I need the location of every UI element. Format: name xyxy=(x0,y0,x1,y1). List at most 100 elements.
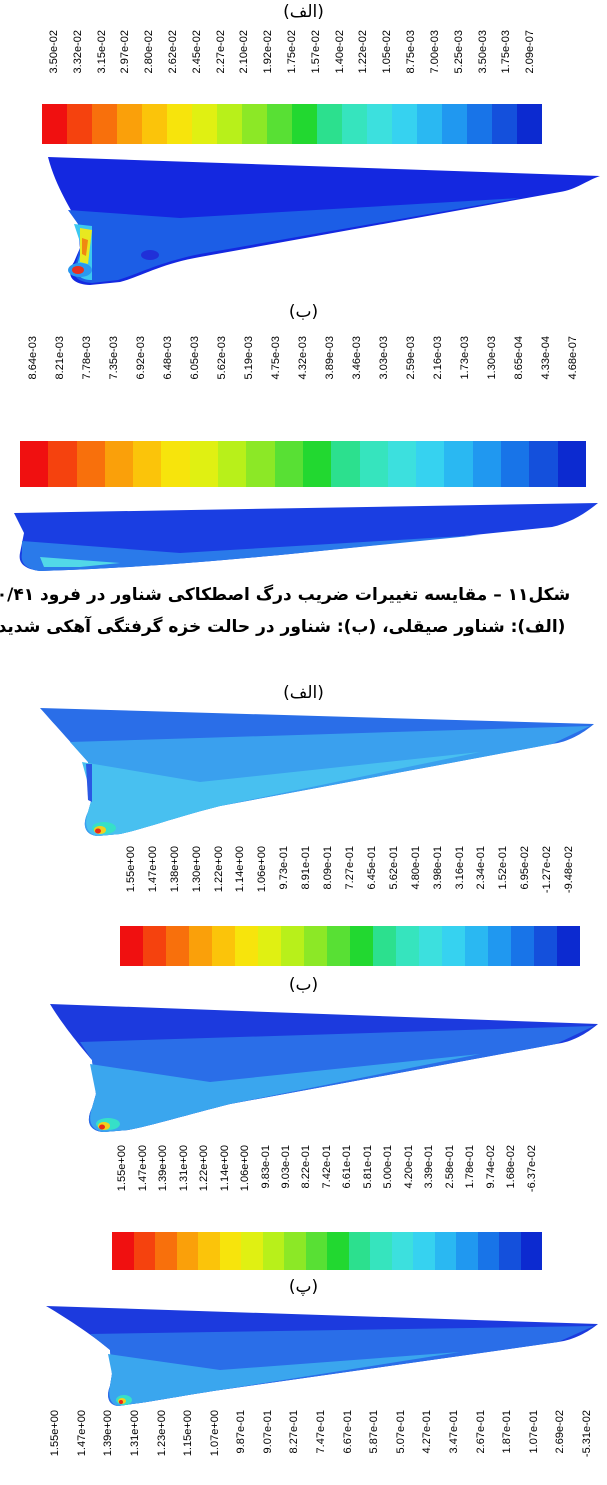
colorbar-swatch xyxy=(189,441,219,487)
colorbar-swatch xyxy=(192,104,217,144)
legend-tick-label: 1.75e-03 xyxy=(494,30,518,94)
tick-text: 5.07e-01 xyxy=(394,1410,407,1454)
colorbar-swatch xyxy=(413,1232,435,1270)
legend-tick-label: 8.91e-01 xyxy=(295,846,317,928)
label-fig-a-alef: (الف) xyxy=(283,2,324,22)
legend-tick-label: 4.80e-01 xyxy=(405,846,427,928)
tick-text: 4.80e-01 xyxy=(409,846,422,890)
legend-tick-label: 6.48e-03 xyxy=(155,336,182,400)
colorbar-swatch xyxy=(419,926,442,966)
tick-text: 3.16e-01 xyxy=(453,846,466,890)
colorbar-swatch xyxy=(467,104,492,144)
tick-text: 1.39e+00 xyxy=(157,1145,170,1192)
colorbar-swatch xyxy=(456,1232,478,1270)
tick-text: 9.74e-02 xyxy=(484,1145,497,1189)
tick-text: -5.31e-02 xyxy=(580,1410,593,1458)
legend-tick-label: 1.55e+00 xyxy=(42,1410,69,1482)
colorbar-swatch xyxy=(142,104,167,144)
legend-tick-label: 3.16e-01 xyxy=(449,846,471,928)
tick-text: 8.21e-03 xyxy=(54,336,67,380)
colorbar-swatch xyxy=(104,441,134,487)
colorbar-swatch xyxy=(42,104,67,144)
legend-tick-label: 3.15e-02 xyxy=(90,30,114,94)
tick-text: 1.57e-02 xyxy=(309,30,322,74)
legend-tick-label: 1.06e+00 xyxy=(251,846,273,928)
legend-tick-label: 1.39e+00 xyxy=(153,1145,173,1227)
colorbar-swatch xyxy=(302,441,332,487)
tick-text: 8.91e-01 xyxy=(300,846,313,890)
legend-tick-label: 1.78e-01 xyxy=(460,1145,480,1227)
legend-tick-label: 9.73e-01 xyxy=(273,846,295,928)
legend-tick-label: 9.83e-01 xyxy=(255,1145,275,1227)
colorbar-swatch xyxy=(258,926,281,966)
legend-tick-label: 5.62e-01 xyxy=(383,846,405,928)
tick-text: 1.55e+00 xyxy=(124,846,137,893)
colorbar-swatch xyxy=(501,441,530,487)
legend-tick-label: 7.47e-01 xyxy=(308,1410,335,1482)
legend-tick-label: 5.25e-03 xyxy=(447,30,471,94)
legend-tick-label: 1.68e-02 xyxy=(501,1145,521,1227)
legend-tick-label: 6.92e-03 xyxy=(128,336,155,400)
tick-text: 1.07e-01 xyxy=(527,1410,540,1454)
tick-text: 1.22e+00 xyxy=(198,1145,211,1192)
tick-text: 1.75e-02 xyxy=(286,30,299,74)
colorbar-swatch xyxy=(92,104,117,144)
colorbar-swatch xyxy=(557,926,580,966)
tick-text: 2.67e-01 xyxy=(474,1410,487,1454)
legend-tick-label: 2.34e-01 xyxy=(471,846,493,928)
legend-tick-label: 1.47e+00 xyxy=(142,846,164,928)
figure-caption-line2: (الف): شناور صیقلی، (ب): شناور در حالت خ… xyxy=(0,617,566,637)
colorbar-swatch xyxy=(176,1232,198,1270)
tick-text: 7.42e-01 xyxy=(320,1145,333,1189)
legend-tick-label: 2.10e-02 xyxy=(233,30,257,94)
legend-tick-label: 1.14e+00 xyxy=(214,1145,234,1227)
tick-text: 8.64e-03 xyxy=(27,336,40,380)
colorbar-swatch xyxy=(534,926,557,966)
colorbar-swatch xyxy=(198,1232,220,1270)
tick-text: 1.31e+00 xyxy=(177,1145,190,1192)
legend-tick-label: 8.27e-01 xyxy=(281,1410,308,1482)
legend-tick-label: 1.14e+00 xyxy=(230,846,252,928)
legend-tick-label: 6.61e-01 xyxy=(337,1145,357,1227)
legend-tick-label: 1.47e+00 xyxy=(69,1410,96,1482)
colorbar-swatch xyxy=(492,104,517,144)
tick-text: 2.27e-02 xyxy=(214,30,227,74)
legend-tick-label: 7.35e-03 xyxy=(101,336,128,400)
label-fig-a-be: (ب) xyxy=(288,302,319,322)
legend-tick-label: -5.31e-02 xyxy=(574,1410,601,1482)
tick-text: 5.81e-01 xyxy=(361,1145,374,1189)
hull-contour-a1 xyxy=(48,157,600,285)
legend-tick-label: 6.05e-03 xyxy=(182,336,209,400)
legend-tick-label: 4.68e-07 xyxy=(559,336,586,400)
legend-tick-label: 3.03e-03 xyxy=(370,336,397,400)
legend-tick-label: 1.57e-02 xyxy=(304,30,328,94)
colorbar-swatch xyxy=(155,1232,177,1270)
tick-text: 3.98e-01 xyxy=(431,846,444,890)
tick-text: 9.07e-01 xyxy=(261,1410,274,1454)
legend-ticks-a1: 3.50e-02 3.32e-02 3.15e-02 2.97e-02 2.80e-02… xyxy=(42,30,542,94)
colorbar-swatch xyxy=(20,441,49,487)
colorbar-swatch xyxy=(281,926,304,966)
legend-tick-label: 2.45e-02 xyxy=(185,30,209,94)
colorbar-swatch xyxy=(477,1232,499,1270)
colorbar-a1 xyxy=(42,104,542,144)
tick-text: 6.05e-03 xyxy=(189,336,202,380)
tick-text: 1.47e+00 xyxy=(75,1410,88,1457)
figure-caption-line1: شکل۱۱ – مقایسه تغییرات ضریب درگ اصطکاکی … xyxy=(0,585,571,605)
legend-tick-label: 1.31e+00 xyxy=(173,1145,193,1227)
colorbar-swatch xyxy=(241,1232,263,1270)
tick-text: 1.55e+00 xyxy=(49,1410,62,1457)
colorbar-swatch xyxy=(112,1232,134,1270)
colorbar-swatch xyxy=(292,104,317,144)
tick-text: 1.06e+00 xyxy=(256,846,269,893)
tick-text: 2.16e-03 xyxy=(431,336,444,380)
colorbar-swatch xyxy=(76,441,105,487)
hull-contour-a2 xyxy=(14,503,598,571)
legend-tick-label: 4.27e-01 xyxy=(414,1410,441,1482)
tick-text: 7.78e-03 xyxy=(81,336,94,380)
tick-text: 6.92e-03 xyxy=(135,336,148,380)
colorbar-swatch xyxy=(246,441,275,487)
legend-tick-label: 5.07e-01 xyxy=(388,1410,415,1482)
colorbar-swatch xyxy=(267,104,292,144)
colorbar-swatch xyxy=(434,1232,456,1270)
